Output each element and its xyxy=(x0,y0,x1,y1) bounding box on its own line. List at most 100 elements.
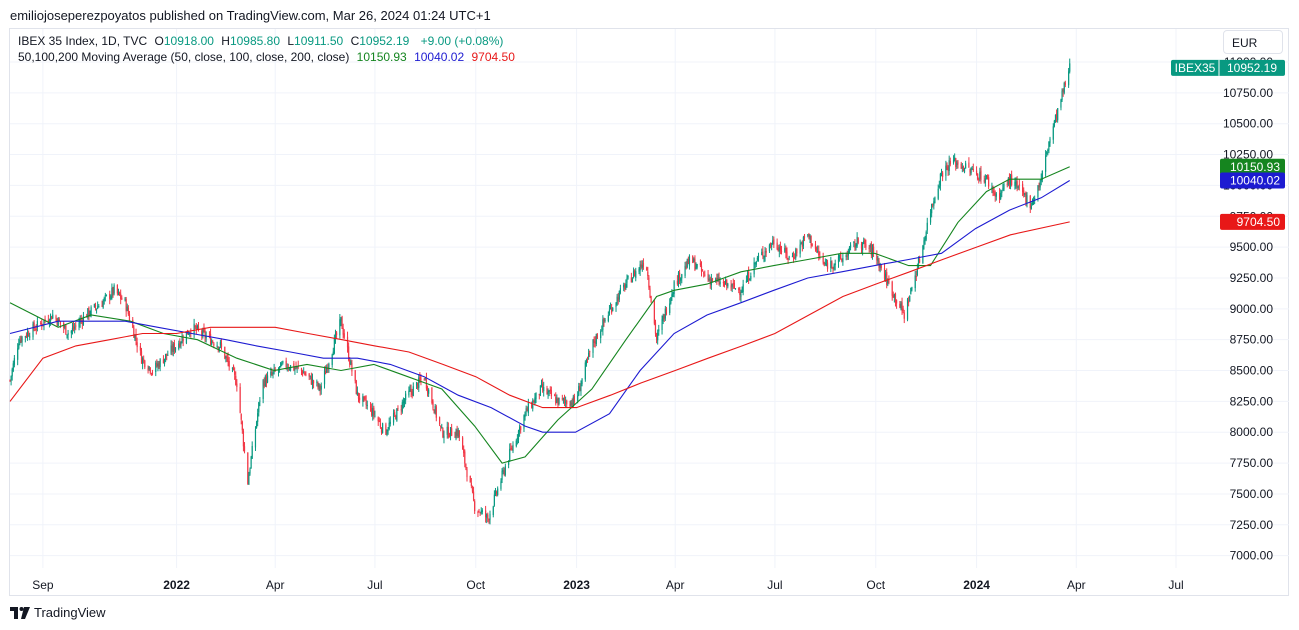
candle-body xyxy=(340,317,342,322)
candle-body xyxy=(497,488,499,495)
candle-body xyxy=(595,334,597,344)
candle-body xyxy=(479,512,481,514)
candle-body xyxy=(134,334,136,340)
candle-body xyxy=(924,239,926,241)
candle-body xyxy=(194,325,196,328)
candle-body xyxy=(1003,183,1005,190)
candle-body xyxy=(745,280,748,283)
candle-body xyxy=(1047,149,1049,151)
candle-body xyxy=(787,258,789,260)
candle-body xyxy=(815,247,818,251)
candle-body xyxy=(948,160,950,171)
candle-body xyxy=(900,303,902,309)
candle-body xyxy=(1032,200,1035,205)
candle-body xyxy=(158,363,160,368)
candle-body xyxy=(855,245,857,247)
x-tick-label: 2022 xyxy=(163,578,190,592)
candle-body xyxy=(263,380,265,387)
candle-body xyxy=(102,301,104,308)
candle-body xyxy=(181,336,183,343)
ma-price-label: 10150.93 xyxy=(1230,160,1280,174)
candle-body xyxy=(845,254,847,258)
candle-body xyxy=(163,358,166,364)
candle-body xyxy=(602,319,604,331)
candle-body xyxy=(457,429,459,437)
candle-body xyxy=(778,247,780,252)
candle-body xyxy=(64,326,66,328)
candle-body xyxy=(326,368,328,373)
candle-body xyxy=(772,240,774,244)
candle-body xyxy=(894,293,897,302)
candle-body xyxy=(151,372,154,374)
candle-body xyxy=(9,380,11,382)
candle-body xyxy=(825,264,828,266)
candle-body xyxy=(792,256,795,259)
candle-body xyxy=(995,193,997,197)
candle-body xyxy=(374,415,376,417)
candle-body xyxy=(665,308,668,314)
candle-body xyxy=(991,187,993,189)
candle-body xyxy=(565,401,567,403)
candle-body xyxy=(823,261,825,266)
candle-body xyxy=(533,400,535,403)
candle-body xyxy=(205,335,207,339)
candle-body xyxy=(986,175,989,179)
ma200-value: 9704.50 xyxy=(471,50,515,64)
candle-body xyxy=(182,338,184,342)
candle-body xyxy=(1039,181,1041,188)
candle-body xyxy=(112,287,114,294)
candle-body xyxy=(12,363,14,371)
candle-body xyxy=(167,354,169,356)
candle-body xyxy=(831,262,833,266)
candle-body xyxy=(285,360,287,368)
candle-body xyxy=(877,259,879,262)
candle-body xyxy=(212,341,214,343)
candle-body xyxy=(366,404,368,406)
candle-body xyxy=(35,328,37,330)
candle-body xyxy=(394,412,396,415)
candle-body xyxy=(531,404,533,408)
candle-body xyxy=(654,322,657,334)
candle-body xyxy=(1002,188,1004,190)
x-tick-label: Oct xyxy=(866,578,885,592)
candle-body xyxy=(49,314,52,322)
candle-body xyxy=(857,238,859,243)
candle-body xyxy=(1022,183,1024,193)
symbol-title[interactable]: IBEX 35 Index, 1D, TVC xyxy=(18,34,148,48)
candle-body xyxy=(1006,183,1008,185)
candle-body xyxy=(343,333,345,338)
candle-body xyxy=(1016,181,1018,187)
candle-body xyxy=(600,331,602,339)
candle-body xyxy=(586,358,589,360)
candle-body xyxy=(722,282,725,284)
candle-body xyxy=(320,385,322,390)
candle-body xyxy=(226,355,228,359)
candle-body xyxy=(331,354,333,365)
candle-body xyxy=(179,341,181,347)
candle-body xyxy=(58,319,60,322)
symbol-legend: IBEX 35 Index, 1D, TVC O10918.00 H10985.… xyxy=(18,34,507,48)
candle-body xyxy=(612,307,614,311)
ma-title[interactable]: 50,100,200 Moving Average (50, close, 10… xyxy=(18,50,350,64)
candle-body xyxy=(838,255,841,258)
candle-body xyxy=(157,363,159,367)
candle-body xyxy=(197,326,200,330)
candle-body xyxy=(1038,185,1040,187)
chart-panel[interactable] xyxy=(9,28,1289,596)
candle-body xyxy=(918,259,921,263)
candle-body xyxy=(271,373,273,375)
candle-body xyxy=(922,245,924,264)
currency-button[interactable]: EUR xyxy=(1223,30,1283,54)
candle-body xyxy=(555,397,557,404)
candle-body xyxy=(932,203,934,205)
candle-body xyxy=(379,423,382,428)
candle-body xyxy=(304,372,306,375)
candle-body xyxy=(707,273,709,280)
candle-body xyxy=(681,274,683,279)
candle-body xyxy=(401,402,403,412)
candle-body xyxy=(438,417,441,425)
candle-body xyxy=(227,357,229,363)
tradingview-footer[interactable]: TradingView xyxy=(10,605,106,620)
candle-body xyxy=(730,285,732,289)
